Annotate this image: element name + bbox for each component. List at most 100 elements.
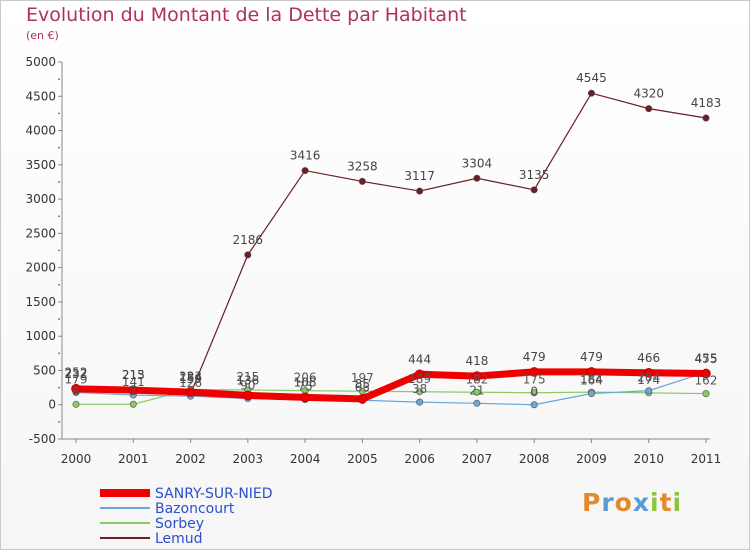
y-minor-tick: [58, 386, 60, 389]
data-label: 75: [297, 380, 312, 394]
data-point: [530, 389, 538, 397]
series-line-bazoncourt: [75, 371, 707, 406]
data-point: [243, 390, 253, 401]
data-label: 215: [236, 370, 259, 384]
data-point: [472, 371, 482, 381]
data-label: 3258: [347, 159, 378, 173]
data-label: 85: [355, 377, 370, 391]
y-tick-label: 5000: [25, 55, 56, 69]
y-minor-tick: [58, 420, 60, 423]
data-label: 162: [695, 374, 718, 388]
data-label: 206: [294, 371, 317, 385]
chart-title: Evolution du Montant de la Dette par Hab…: [26, 4, 467, 26]
data-point: [645, 105, 653, 113]
logo-letter: o: [614, 488, 633, 517]
legend-label: Bazoncourt: [155, 501, 235, 517]
data-label: 213: [122, 368, 145, 382]
y-tick-label: -500: [29, 432, 56, 446]
data-label: 3135: [519, 168, 550, 182]
data-point: [530, 186, 538, 194]
data-point: [416, 398, 424, 406]
x-tick-label: 2007: [462, 452, 493, 466]
y-tick-label: 4000: [25, 124, 56, 138]
data-label: 90: [240, 379, 255, 393]
data-point: [416, 388, 424, 396]
y-tick-label: 1000: [25, 329, 56, 343]
data-point: [185, 387, 196, 397]
data-point: [702, 114, 710, 122]
data-point: [473, 388, 481, 396]
data-point: [416, 187, 424, 195]
data-point: [358, 177, 366, 185]
y-minor-tick: [58, 112, 60, 115]
x-tick-label: 2008: [519, 452, 550, 466]
data-point: [586, 367, 597, 377]
y-tick-label: 4500: [25, 89, 56, 103]
data-label: 174: [637, 373, 660, 387]
y-tick-label: 2500: [25, 226, 56, 240]
data-label: 126: [179, 376, 202, 390]
data-label: 179: [65, 372, 88, 386]
data-point: [643, 367, 654, 378]
data-label: 204: [637, 371, 660, 385]
x-tick-label: 2006: [404, 452, 435, 466]
logo-letter: t: [659, 488, 673, 517]
data-label: 65: [355, 380, 370, 394]
legend-label: SANRY-SUR-NIED: [155, 486, 273, 502]
data-point: [645, 387, 653, 395]
y-tick-label: 0: [48, 398, 56, 412]
series-line-sanry-sur-nied: [72, 368, 710, 403]
y-minor-tick: [58, 249, 60, 252]
y-tick-label: 1500: [25, 295, 56, 309]
data-point: [71, 384, 81, 394]
x-tick-label: 2000: [61, 452, 92, 466]
data-label: 164: [580, 373, 603, 387]
y-minor-tick: [58, 283, 60, 286]
logo-letter: x: [632, 488, 650, 517]
data-label: 189: [408, 372, 431, 386]
logo-letter: r: [601, 488, 615, 517]
proxiti-logo: Proxiti: [582, 488, 682, 517]
data-point: [530, 401, 538, 409]
data-label: 223: [179, 369, 202, 383]
data-label: 159: [179, 372, 202, 386]
y-tick-label: 3000: [25, 192, 56, 206]
data-point: [587, 389, 595, 397]
x-tick-label: 2003: [233, 452, 264, 466]
chart-subtitle: (en €): [26, 29, 59, 42]
data-label: 108: [294, 375, 317, 389]
data-point: [473, 399, 481, 407]
data-point: [414, 369, 425, 380]
data-label: 479: [580, 350, 603, 364]
data-label: 136: [236, 373, 259, 387]
x-tick-label: 2001: [118, 452, 149, 466]
data-label: 175: [523, 373, 546, 387]
data-label: 418: [465, 354, 488, 368]
data-point: [72, 400, 80, 408]
y-tick-label: 500: [33, 363, 56, 377]
y-minor-tick: [58, 146, 60, 149]
data-label: 479: [523, 350, 546, 364]
data-label: 197: [351, 371, 374, 385]
data-point: [244, 251, 252, 259]
y-minor-tick: [58, 78, 60, 81]
series-line-lemud: [75, 92, 707, 395]
data-point: [587, 89, 595, 97]
data-label: 466: [637, 351, 660, 365]
x-tick-label: 2005: [347, 452, 378, 466]
data-point: [473, 174, 481, 182]
y-minor-tick: [58, 215, 60, 218]
data-point: [301, 167, 309, 175]
data-label: 3304: [462, 156, 493, 170]
y-tick-label: 3500: [25, 158, 56, 172]
data-point: [701, 368, 711, 379]
y-minor-tick: [58, 352, 60, 355]
x-tick-label: 2011: [691, 452, 722, 466]
data-label: 4183: [691, 96, 722, 110]
data-point: [529, 367, 539, 377]
data-point: [702, 390, 710, 398]
data-label: 232: [65, 367, 88, 381]
data-point: [129, 400, 137, 408]
y-minor-tick: [58, 181, 60, 183]
